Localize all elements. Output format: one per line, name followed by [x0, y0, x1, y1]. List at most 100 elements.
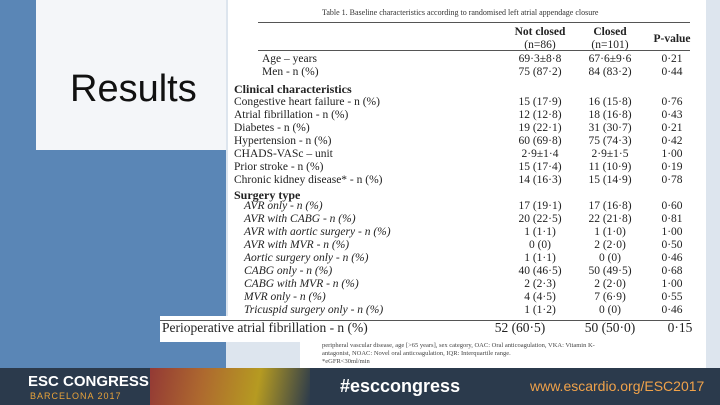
cell-value: 1 (1·2) — [524, 304, 556, 316]
row-label: AVR with MVR - n (%) — [244, 239, 350, 251]
footer-bar: ESC CONGRESS BARCELONA 2017 #esccongress… — [0, 368, 720, 405]
cell-value: 0·78 — [661, 174, 683, 186]
row-label: CHADS-VASc – unit — [234, 148, 333, 160]
cell-value: 1 (1·0) — [594, 226, 626, 238]
row-label: MVR only - n (%) — [244, 291, 326, 303]
cell-value: 31 (30·7) — [588, 122, 632, 134]
cell-value: 17 (16·8) — [588, 200, 632, 212]
cell-value: 0·43 — [661, 109, 683, 121]
cell-value: 15 (14·9) — [588, 174, 632, 186]
row-label: Men - n (%) — [262, 66, 319, 78]
column-subheader: (n=101) — [591, 39, 629, 51]
cell-value: 16 (15·8) — [588, 96, 632, 108]
footnote: peripheral vascular disease, age [>65 ye… — [322, 342, 595, 349]
row-label: Age – years — [262, 53, 317, 65]
row-label: AVR only - n (%) — [244, 200, 323, 212]
row-label: AVR with aortic surgery - n (%) — [244, 226, 391, 238]
footnote: antagonist, NOAC: Novel oral anticoagula… — [322, 350, 511, 357]
cell-value: 7 (6·9) — [594, 291, 626, 303]
cell-value: 0·55 — [661, 291, 683, 303]
cell-value: 75 (87·2) — [518, 66, 562, 78]
rule — [160, 320, 690, 321]
cell-value: 0 (0) — [528, 239, 552, 251]
cell-value: 0·76 — [661, 96, 683, 108]
cell-value: 22 (21·8) — [588, 213, 632, 225]
website: www.escardio.org/ESC2017 — [530, 378, 705, 394]
cell-value: 0·15 — [667, 320, 693, 335]
cell-value: 14 (16·3) — [518, 174, 562, 186]
cell-value: 17 (19·1) — [518, 200, 562, 212]
cell-value: 0·21 — [661, 122, 683, 134]
section-header: Clinical characteristics — [234, 82, 352, 96]
cell-value: 4 (4·5) — [524, 291, 556, 303]
table-footnote-area — [300, 340, 706, 368]
title-box — [36, 0, 226, 150]
row-label: Atrial fibrillation - n (%) — [234, 109, 349, 121]
cell-value: 15 (17·9) — [518, 96, 562, 108]
footnote: *eGFR<30ml/min — [322, 358, 370, 365]
cell-value: 2·9±1·5 — [591, 148, 629, 160]
cell-value: 40 (46·5) — [518, 265, 562, 277]
column-header: Closed — [593, 26, 627, 38]
cell-value: 50 (49·5) — [588, 265, 632, 277]
cell-value: 0·42 — [661, 135, 683, 147]
row-label: CABG only - n (%) — [244, 265, 333, 277]
cell-value: 0·68 — [661, 265, 683, 277]
row-label: Aortic surgery only - n (%) — [244, 252, 369, 264]
row-label: Hypertension - n (%) — [234, 135, 332, 147]
row-label: Chronic kidney disease* - n (%) — [234, 174, 383, 186]
congress-name: ESC CONGRESS — [28, 373, 149, 390]
cell-value: 0·60 — [661, 200, 683, 212]
row-label: AVR with CABG - n (%) — [244, 213, 356, 225]
cell-value: 0·19 — [661, 161, 683, 173]
cell-value: 0·46 — [661, 252, 683, 264]
cell-value: 50 (50·0) — [584, 320, 636, 335]
table-sheet — [228, 0, 706, 340]
cell-value: 0·21 — [661, 53, 683, 65]
row-label: Tricuspid surgery only - n (%) — [244, 304, 384, 316]
footer-accent — [150, 368, 310, 405]
row-label: Prior stroke - n (%) — [234, 161, 324, 173]
row-label: CABG with MVR - n (%) — [244, 278, 359, 290]
cell-value: 1 (1·1) — [524, 252, 556, 264]
row-label: Diabetes - n (%) — [234, 122, 310, 134]
column-header: P-value — [653, 33, 691, 45]
table-title: Table 1. Baseline characteristics accord… — [322, 8, 599, 17]
cell-value: 2 (2·0) — [594, 239, 626, 251]
cell-value: 2·9±1·4 — [521, 148, 559, 160]
cell-value: 52 (60·5) — [494, 320, 546, 335]
rule — [258, 22, 690, 23]
cell-value: 1·00 — [661, 226, 683, 238]
cell-value: 11 (10·9) — [588, 161, 632, 173]
cell-value: 0·81 — [661, 213, 683, 225]
cell-value: 12 (12·8) — [518, 109, 562, 121]
slide-title: Results — [70, 68, 197, 110]
cell-value: 2 (2·0) — [594, 278, 626, 290]
cell-value: 20 (22·5) — [518, 213, 562, 225]
row-label: Congestive heart failure - n (%) — [234, 96, 380, 108]
cell-value: 0·44 — [661, 66, 683, 78]
cell-value: 15 (17·4) — [518, 161, 562, 173]
cell-value: 60 (69·8) — [518, 135, 562, 147]
cell-value: 67·6±9·6 — [588, 53, 632, 65]
cell-value: 1 (1·1) — [524, 226, 556, 238]
column-subheader: (n=86) — [524, 39, 556, 51]
rule — [258, 50, 690, 51]
cell-value: 75 (74·3) — [588, 135, 632, 147]
hashtag: #esccongress — [340, 376, 461, 396]
congress-city: BARCELONA 2017 — [30, 391, 122, 401]
section-header: Surgery type — [234, 188, 301, 202]
cell-value: 2 (2·3) — [524, 278, 556, 290]
cell-value: 84 (83·2) — [588, 66, 632, 78]
cell-value: 0 (0) — [598, 252, 622, 264]
cell-value: 0 (0) — [598, 304, 622, 316]
cell-value: 19 (22·1) — [518, 122, 562, 134]
cell-value: 0·46 — [661, 304, 683, 316]
cell-value: 18 (16·8) — [588, 109, 632, 121]
cell-value: 1·00 — [661, 278, 683, 290]
cell-value: 0·50 — [661, 239, 683, 251]
row-label: Perioperative atrial fibrillation - n (%… — [162, 320, 368, 335]
column-header: Not closed — [514, 26, 566, 38]
cell-value: 69·3±8·8 — [518, 53, 562, 65]
